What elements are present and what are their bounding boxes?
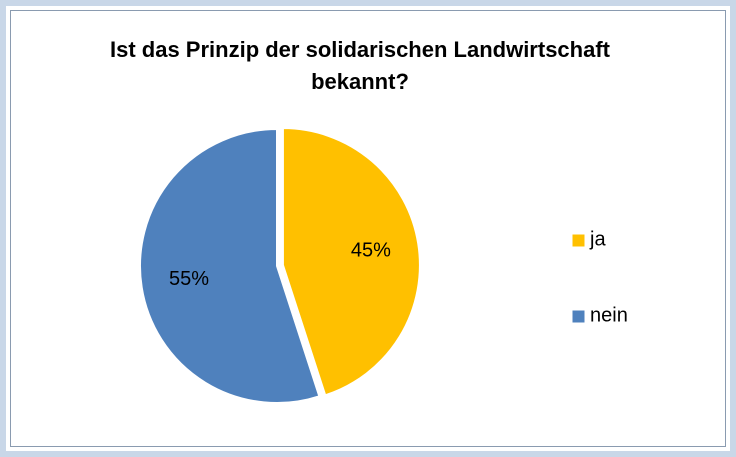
legend-label: ja — [589, 228, 606, 250]
data-label: 55% — [169, 268, 209, 290]
pie-slice — [139, 127, 321, 404]
legend-label: nein — [590, 304, 628, 326]
chart-area — [10, 10, 726, 447]
legend-swatch — [571, 309, 586, 324]
pie-slice — [281, 127, 421, 397]
legend-swatch — [571, 233, 586, 248]
chart-title: Ist das Prinzip der solidarischen Landwi… — [109, 37, 610, 94]
data-label: 45% — [351, 239, 391, 261]
